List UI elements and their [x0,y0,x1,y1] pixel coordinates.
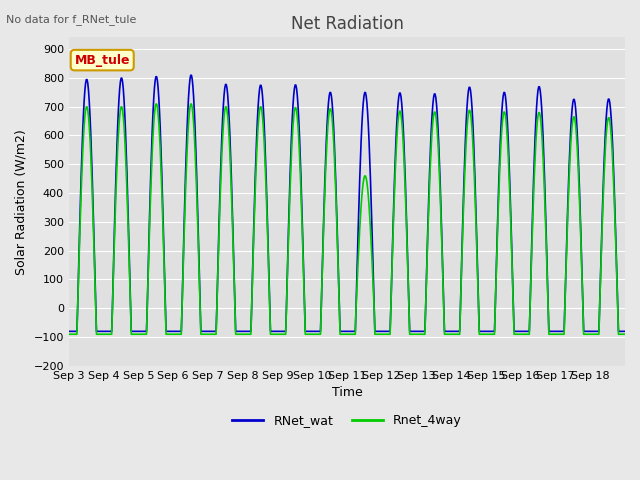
Rnet_4way [621,331,629,337]
RNet_wat [621,328,629,334]
Rnet_4way [131,331,138,337]
RNet_wat [187,72,195,78]
RNet_wat [282,328,289,334]
RNet_wat [131,328,138,334]
RNet_wat [405,305,413,311]
Rnet_4way [436,190,444,196]
Text: No data for f_RNet_tule: No data for f_RNet_tule [6,14,137,25]
Legend: RNet_wat, Rnet_4way: RNet_wat, Rnet_4way [227,409,467,432]
Rnet_4way [152,101,160,107]
RNet_wat [261,133,269,139]
Rnet_4way [261,150,269,156]
Text: MB_tule: MB_tule [74,54,130,67]
Line: RNet_wat: RNet_wat [69,75,625,331]
Rnet_4way [65,331,73,337]
Rnet_4way [282,331,289,337]
Title: Net Radiation: Net Radiation [291,15,403,33]
X-axis label: Time: Time [332,386,362,399]
Y-axis label: Solar Radiation (W/m2): Solar Radiation (W/m2) [15,129,28,275]
RNet_wat [436,179,444,185]
RNet_wat [65,328,73,334]
Line: Rnet_4way: Rnet_4way [69,104,625,334]
Rnet_4way [233,331,241,337]
RNet_wat [233,328,241,334]
Rnet_4way [405,305,413,311]
